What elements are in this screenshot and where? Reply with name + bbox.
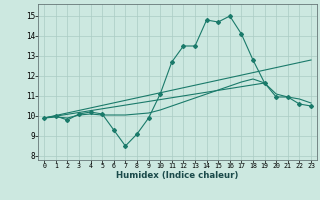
X-axis label: Humidex (Indice chaleur): Humidex (Indice chaleur) [116, 171, 239, 180]
